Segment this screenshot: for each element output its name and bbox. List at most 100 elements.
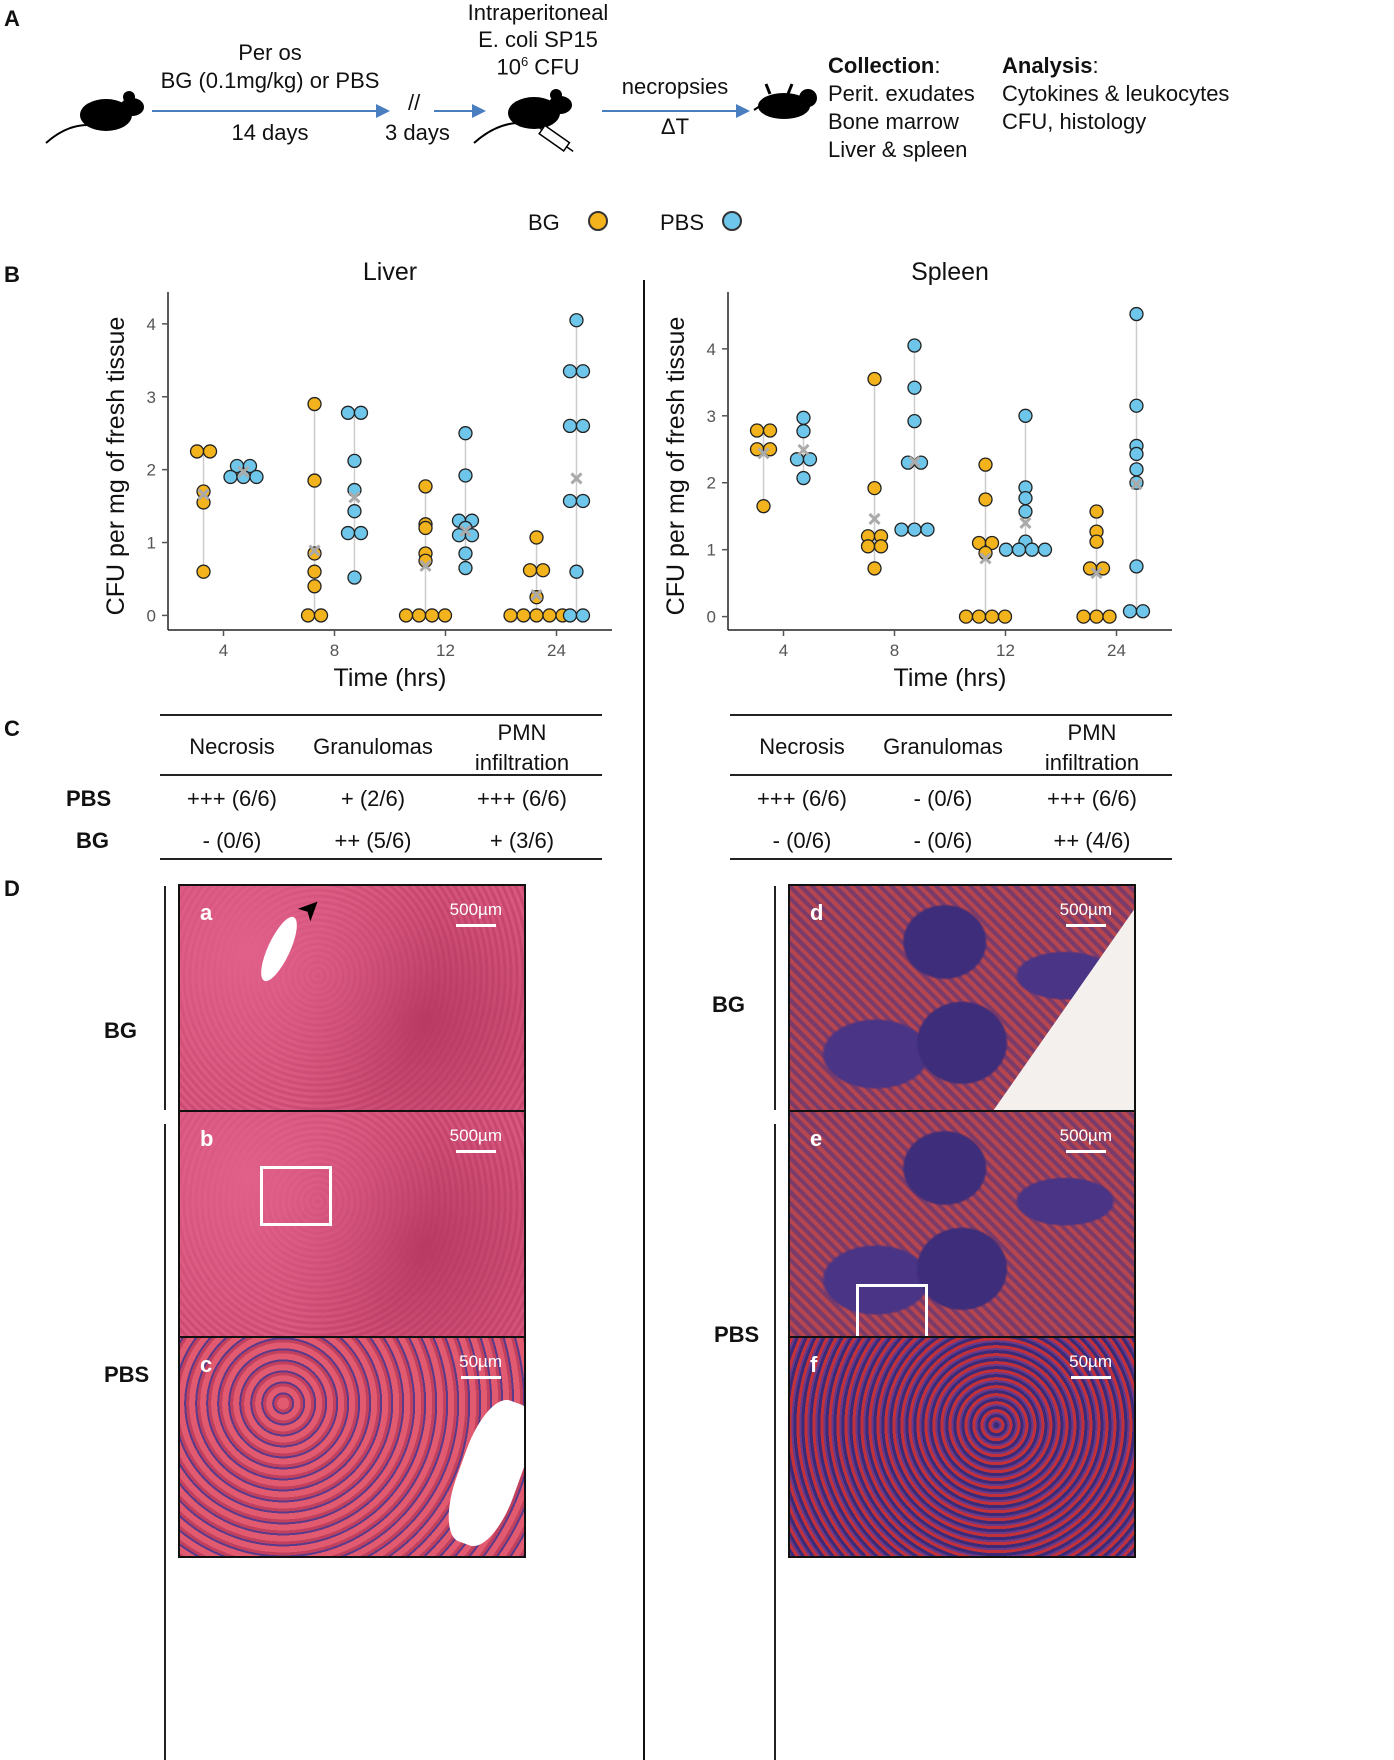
break-mark: // — [408, 90, 421, 115]
table-rule-mid — [730, 774, 1172, 776]
data-point — [873, 539, 889, 554]
y-tick-label: 2 — [707, 474, 716, 493]
infection-line2: E. coli SP15 — [478, 27, 598, 52]
panel-divider — [643, 280, 645, 1760]
table-cell: +++ (6/6) — [477, 786, 567, 811]
data-point — [535, 563, 551, 578]
arrow-head-icon — [736, 104, 750, 118]
table-header: Necrosis — [189, 734, 275, 759]
table-cell: - (0/6) — [772, 828, 832, 853]
data-point — [529, 590, 544, 605]
group-label-bg: BG — [712, 992, 745, 1017]
data-point — [1129, 306, 1144, 322]
table-cell: + (3/6) — [489, 828, 555, 853]
step3-bottom: ΔT — [660, 114, 690, 139]
mean-marker — [570, 472, 583, 485]
y-tick-label: 4 — [707, 340, 716, 359]
mean-marker — [1090, 567, 1103, 580]
infection-line1: Intraperitoneal — [467, 0, 609, 25]
step1-bottom: 14 days — [231, 120, 309, 145]
step2-bottom: 3 days — [385, 120, 450, 145]
data-point — [347, 453, 362, 469]
data-point — [997, 609, 1013, 624]
legend-pbs-marker — [722, 211, 742, 231]
data-point — [867, 561, 882, 576]
y-tick-label: 3 — [147, 388, 156, 407]
data-point — [411, 608, 427, 623]
scale-bar: 500µm — [1060, 1126, 1112, 1153]
data-point — [1018, 490, 1033, 506]
data-point — [1076, 609, 1091, 624]
data-point — [307, 564, 322, 579]
data-point — [353, 525, 369, 541]
data-point — [196, 564, 211, 579]
vessel-lumen — [436, 1392, 524, 1554]
zoom-box — [260, 1166, 332, 1226]
x-tick-label: 24 — [547, 641, 566, 660]
data-point — [458, 560, 473, 576]
data-point — [575, 493, 591, 509]
data-point — [796, 424, 811, 439]
data-point — [458, 546, 473, 561]
table-cell: ++ (5/6) — [334, 828, 412, 853]
data-point — [300, 608, 316, 623]
table-header: infiltration — [474, 750, 570, 775]
mean-marker — [1019, 516, 1032, 529]
micrograph-f: f 50µm — [788, 1336, 1136, 1558]
data-point — [249, 469, 264, 485]
data-point — [529, 608, 544, 623]
group-bracket-bg — [774, 886, 776, 1110]
data-point — [1129, 559, 1144, 574]
data-point — [1129, 398, 1144, 413]
group-bracket-pbs — [774, 1124, 776, 1760]
data-point — [464, 528, 480, 543]
scale-bar: 500µm — [1060, 900, 1112, 927]
x-tick-label: 8 — [890, 641, 899, 660]
mean-marker — [908, 455, 921, 469]
table-cell: +++ (6/6) — [1047, 786, 1137, 811]
y-tick-label: 0 — [147, 606, 156, 625]
legend-pbs-label: PBS — [660, 210, 705, 235]
data-point — [789, 452, 805, 467]
group-label-pbs: PBS — [714, 1322, 760, 1347]
data-point — [353, 405, 369, 420]
data-point — [458, 426, 473, 441]
mean-marker — [757, 447, 770, 460]
collection-item: Perit. exudates — [828, 81, 975, 106]
vessel-lumen — [254, 912, 304, 986]
data-point — [307, 396, 322, 412]
legend-bg-label: BG — [528, 210, 560, 235]
group-label-bg: BG — [104, 1018, 137, 1043]
chart-title: Spleen — [911, 258, 989, 286]
data-point — [562, 364, 578, 379]
data-point — [1129, 446, 1144, 462]
data-point — [575, 364, 591, 379]
data-point — [575, 418, 591, 434]
row-label-pbs: PBS — [66, 786, 112, 811]
y-tick-label: 4 — [147, 315, 156, 334]
micrograph-label: c — [200, 1352, 213, 1377]
micrograph-e: e 500µm — [788, 1110, 1136, 1338]
data-point — [340, 525, 356, 541]
data-point — [569, 313, 584, 328]
mean-marker — [308, 544, 321, 557]
data-point — [1089, 609, 1104, 624]
data-point — [189, 444, 205, 459]
table-cell: - (0/6) — [913, 786, 973, 811]
row-label-bg: BG — [76, 828, 109, 853]
data-point — [958, 609, 974, 624]
x-tick-label: 12 — [436, 641, 455, 660]
data-point — [984, 609, 1000, 624]
collection-item: Bone marrow — [828, 109, 959, 134]
table-rule-bottom — [730, 858, 1172, 860]
x-tick-label: 4 — [219, 641, 228, 660]
micrograph-d: d 500µm — [788, 884, 1136, 1112]
x-tick-label: 12 — [996, 641, 1015, 660]
step1-top1: Per os — [238, 40, 302, 65]
micrograph-b: b 500µm — [178, 1110, 526, 1338]
micrograph-label: e — [810, 1126, 823, 1151]
data-point — [340, 405, 356, 420]
data-point — [569, 564, 584, 579]
data-point — [313, 608, 329, 623]
data-point — [1018, 504, 1033, 519]
